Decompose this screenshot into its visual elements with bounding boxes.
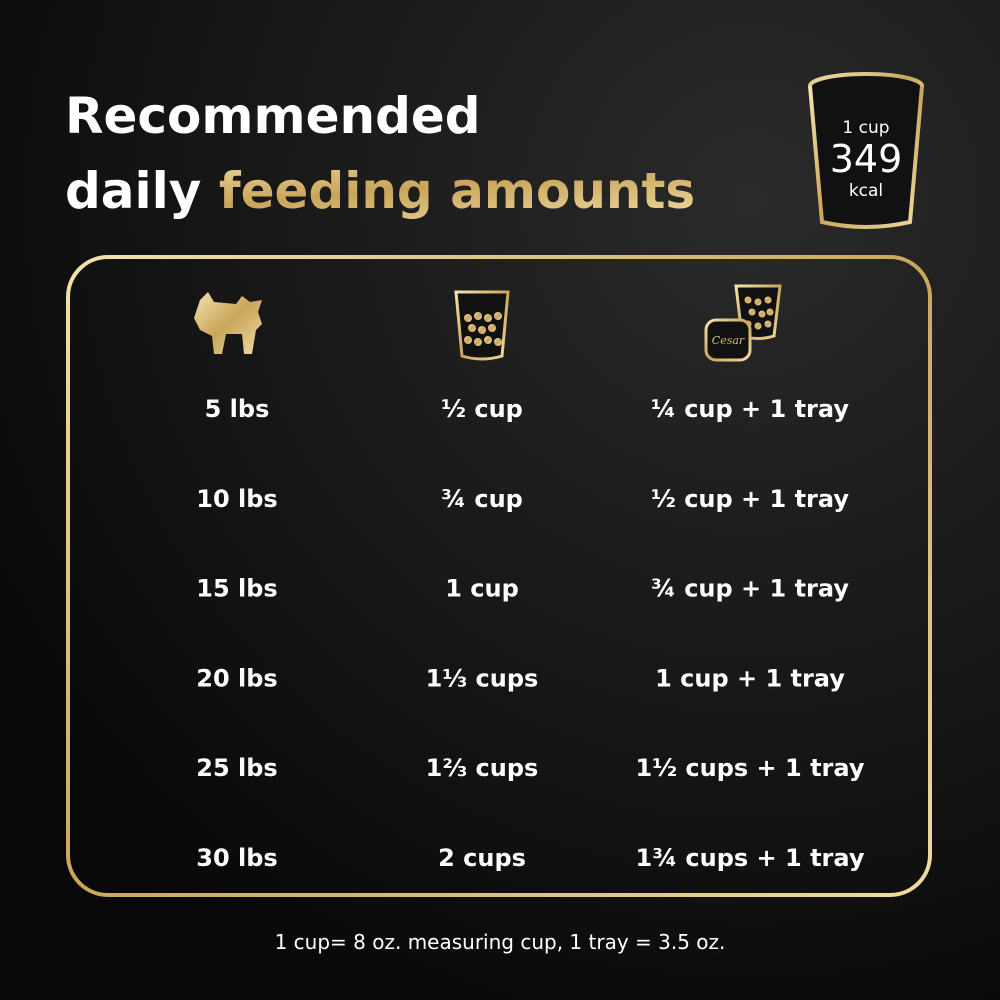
badge-unit: kcal: [849, 181, 883, 201]
kcal-badge: 1 cup 349 kcal: [808, 72, 924, 229]
badge-value: 349: [830, 137, 903, 181]
title-line1: Recommended: [65, 87, 481, 145]
table-cell: ¾ cup: [441, 485, 523, 513]
table-cell: 5 lbs: [205, 395, 270, 423]
table-cell: 10 lbs: [196, 485, 277, 513]
table-cell: 15 lbs: [196, 575, 277, 603]
title-plain: daily: [65, 162, 201, 220]
footer-note: 1 cup= 8 oz. measuring cup, 1 tray = 3.5…: [275, 930, 726, 954]
table-cell: 1¾ cups + 1 tray: [636, 844, 865, 872]
table-cell: 1 cup + 1 tray: [655, 664, 845, 692]
badge-top: 1 cup: [842, 118, 889, 138]
table-body: 5 lbs ½ cup ¼ cup + 1 tray 10 lbs ¾ cup ½ cup…: [70, 395, 928, 872]
cup-icon: [454, 290, 510, 361]
table-cell: 20 lbs: [196, 664, 277, 692]
table-cell: ¼ cup + 1 tray: [651, 395, 849, 423]
table-cell: 1⅔ cups: [426, 754, 539, 782]
table-cell: 2 cups: [438, 844, 526, 872]
table-cell: 25 lbs: [196, 754, 277, 782]
table-cell: ½ cup + 1 tray: [651, 485, 849, 513]
title-gold: feeding amounts: [219, 162, 695, 220]
table-cell: 1 cup: [445, 575, 519, 603]
table-frame: [66, 255, 932, 897]
tray-logo: Cesar: [712, 334, 745, 347]
cup-tray-icon: Cesar: [704, 284, 782, 362]
table-cell: ½ cup: [441, 395, 523, 423]
title-line2: daily feeding amounts: [65, 162, 695, 220]
table-cell: 30 lbs: [196, 844, 277, 872]
table-cell: 1⅓ cups: [426, 664, 539, 692]
table-cell: 1½ cups + 1 tray: [636, 754, 865, 782]
table-cell: ¾ cup + 1 tray: [651, 575, 849, 603]
dog-icon: [194, 292, 262, 354]
